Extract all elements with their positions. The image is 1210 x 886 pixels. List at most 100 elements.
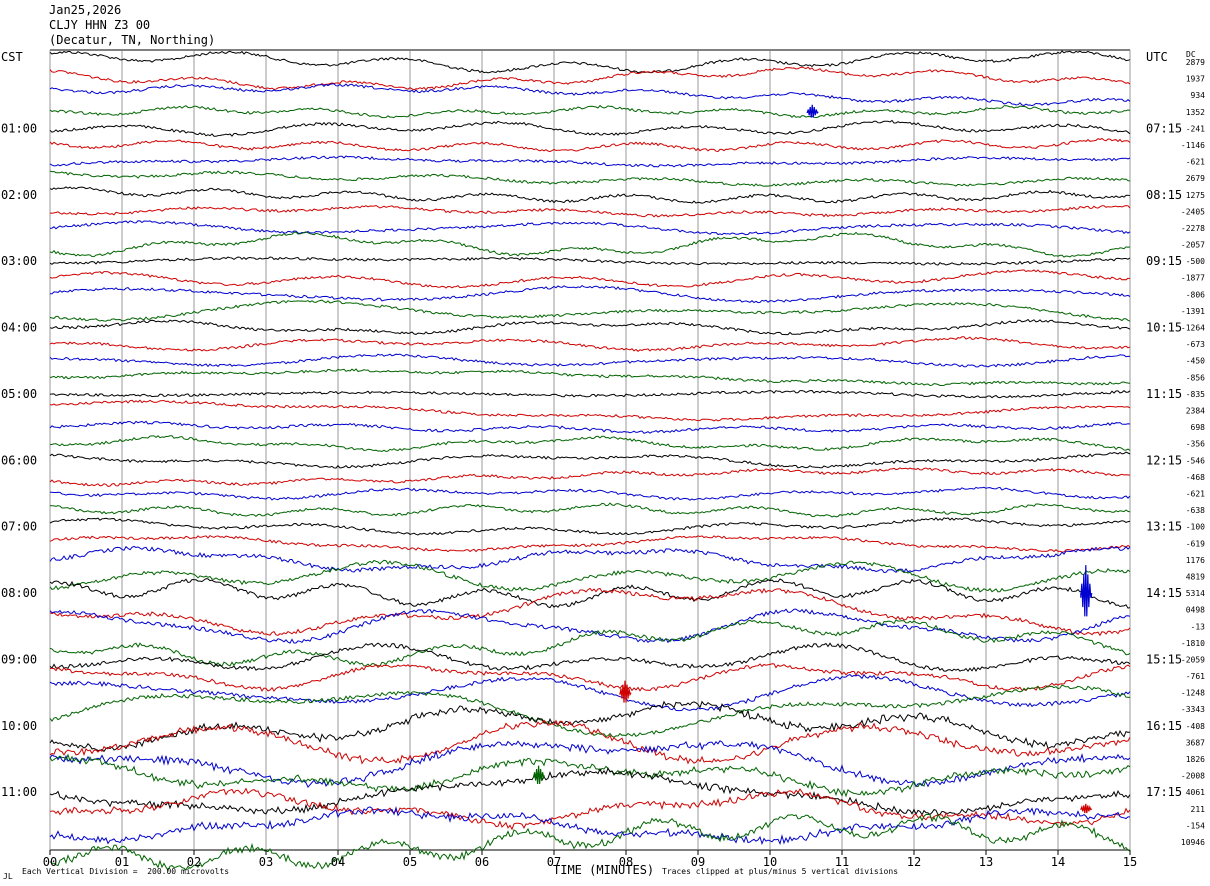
x-axis-label: TIME (MINUTES) [553, 863, 655, 877]
dc-offset-label: 3687 [1186, 738, 1205, 747]
seismic-event [1080, 803, 1093, 814]
seismic-trace [49, 269, 1131, 289]
hour-label-utc: 07:15 [1146, 121, 1182, 135]
seismic-trace [49, 587, 1131, 637]
dc-offset-label: -100 [1186, 523, 1205, 532]
seismic-trace [49, 170, 1131, 187]
hour-label-cst: 03:00 [1, 254, 37, 268]
dc-offset-label: -468 [1186, 473, 1205, 482]
seismic-trace [49, 389, 1131, 399]
dc-offset-label: 211 [1191, 805, 1206, 814]
seismic-trace [49, 336, 1131, 352]
dc-offset-label: -1391 [1181, 307, 1205, 316]
seismic-event [619, 680, 632, 703]
dc-offset-label: -2278 [1181, 224, 1205, 233]
hour-label-utc: 08:15 [1146, 188, 1182, 202]
x-tick-label: 07 [547, 855, 561, 869]
seismic-trace [49, 155, 1131, 168]
hour-label-utc: 16:15 [1146, 719, 1182, 733]
seismic-trace [49, 787, 1131, 831]
dc-offset-label: -2405 [1181, 207, 1205, 216]
x-tick-label: 11 [835, 855, 849, 869]
dc-offset-label: -806 [1186, 290, 1205, 299]
seismic-trace [49, 299, 1131, 322]
seismic-trace [49, 753, 1131, 798]
dc-offset-label: -761 [1186, 672, 1205, 681]
dc-offset-label: 1937 [1186, 75, 1205, 84]
hour-label-cst: 01:00 [1, 121, 37, 135]
seismic-trace [49, 119, 1131, 137]
dc-offset-label: 4061 [1186, 788, 1205, 797]
seismic-trace [49, 740, 1131, 789]
seismic-trace [49, 435, 1131, 453]
dc-offset-label: -546 [1186, 456, 1205, 465]
chart-location: (Decatur, TN, Northing) [49, 33, 216, 47]
dc-offset-label: -1877 [1181, 274, 1205, 283]
seismic-trace [49, 534, 1131, 553]
seismic-trace [49, 766, 1131, 816]
hour-label-cst: 08:00 [1, 586, 37, 600]
seismic-trace [49, 353, 1130, 368]
hour-label-cst: 04:00 [1, 321, 37, 335]
hour-label-utc: 17:15 [1146, 785, 1182, 799]
hour-label-utc: 12:15 [1146, 453, 1182, 467]
dc-offset-label: -13 [1191, 622, 1206, 631]
seismic-trace [49, 50, 1131, 74]
dc-offset-label: 2384 [1186, 407, 1205, 416]
trace-layer [49, 50, 1131, 872]
seismic-event [533, 765, 546, 785]
hour-label-utc: 09:15 [1146, 254, 1182, 268]
x-tick-label: 01 [115, 855, 129, 869]
seismic-trace [49, 545, 1131, 574]
seismic-trace [49, 502, 1131, 518]
dc-offset-label: -619 [1186, 539, 1205, 548]
dc-offset-label: 1352 [1186, 108, 1205, 117]
hour-label-cst: 10:00 [1, 719, 37, 733]
seismic-trace [49, 451, 1131, 469]
dc-offset-label: 1176 [1186, 556, 1205, 565]
seismic-trace [50, 486, 1131, 501]
dc-offset-label: -621 [1186, 158, 1205, 167]
seismic-trace [49, 663, 1131, 692]
dc-offset-label: -2008 [1181, 772, 1205, 781]
x-tick-label: 15 [1123, 855, 1137, 869]
seismic-trace [49, 399, 1131, 422]
x-tick-label: 13 [979, 855, 993, 869]
hour-label-cst: 05:00 [1, 387, 37, 401]
seismic-trace [49, 619, 1131, 667]
dc-offset-label: 934 [1191, 91, 1206, 100]
seismic-trace [49, 805, 1130, 846]
x-tick-label: 08 [619, 855, 633, 869]
dc-offset-label: 1275 [1186, 191, 1205, 200]
division-note: Each Vertical Division = 200.00 microvol… [22, 867, 230, 876]
dc-offset-label: 0498 [1186, 606, 1205, 615]
left-timezone-label: CST [1, 50, 23, 64]
seismic-trace [49, 578, 1131, 609]
seismic-event [1080, 565, 1093, 617]
seismic-trace [49, 137, 1131, 153]
seismic-trace [49, 684, 1131, 738]
x-tick-label: 14 [1051, 855, 1065, 869]
dc-offset-label: -856 [1186, 373, 1205, 382]
dc-offset-label: -1264 [1181, 324, 1205, 333]
dc-offset-label: -154 [1186, 821, 1205, 830]
hour-label-utc: 13:15 [1146, 520, 1182, 534]
seismic-trace [49, 66, 1131, 91]
x-tick-label: 09 [691, 855, 705, 869]
dc-offset-label: -621 [1186, 489, 1205, 498]
dc-offset-label: 698 [1191, 423, 1206, 432]
dc-offset-label: -2057 [1181, 241, 1205, 250]
x-tick-label: 04 [331, 855, 345, 869]
hour-label-cst: 06:00 [1, 453, 37, 467]
dc-offset-label: -408 [1186, 722, 1205, 731]
seismic-trace [49, 559, 1131, 593]
dc-offset-label: -2059 [1181, 655, 1205, 664]
hour-label-cst: 11:00 [1, 785, 37, 799]
seismic-trace [49, 517, 1131, 536]
corner-mark: JL [3, 872, 13, 881]
seismic-trace [49, 420, 1131, 434]
x-tick-label: 12 [907, 855, 921, 869]
dc-offset-label: -1810 [1181, 639, 1205, 648]
hour-label-utc: 15:15 [1146, 652, 1182, 666]
seismic-trace [49, 204, 1131, 218]
